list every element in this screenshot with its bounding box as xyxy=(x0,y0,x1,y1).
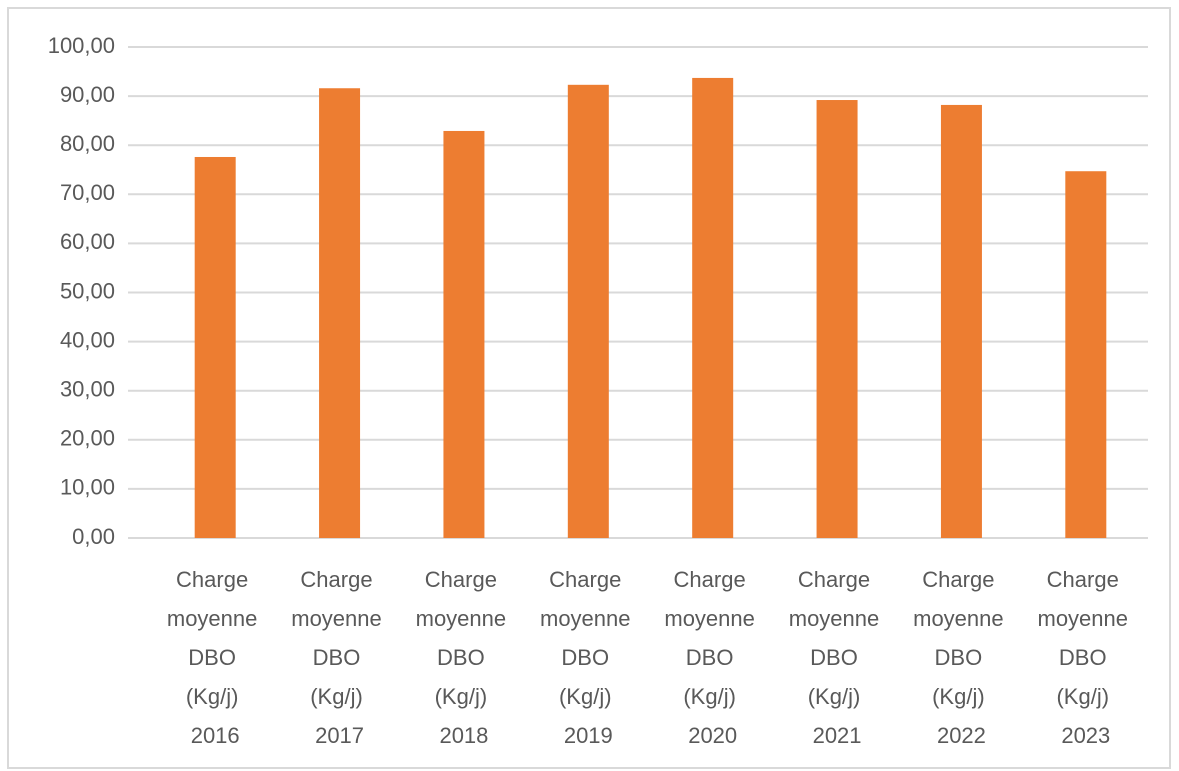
x-tick-label-line: moyenne xyxy=(913,606,1010,631)
x-tick-label-line: 2020 xyxy=(688,723,737,748)
x-tick-label-line: Charge xyxy=(1047,567,1125,592)
x-tick-label-line: (Kg/j) xyxy=(683,684,742,709)
y-tick-label: 80,00 xyxy=(60,131,115,156)
x-tick-label-line: 2016 xyxy=(191,723,240,748)
y-tick-label: 20,00 xyxy=(60,426,115,451)
bar xyxy=(567,84,609,538)
x-tick-label-line: DBO xyxy=(437,645,491,670)
x-tick-label: Charge moyenne DBO (Kg/j) 2016 xyxy=(167,567,264,748)
x-tick-label-line: moyenne xyxy=(1038,606,1135,631)
x-tick-label-line: 2017 xyxy=(315,723,364,748)
y-tick-label: 40,00 xyxy=(60,327,115,352)
x-tick-label-line: 2021 xyxy=(813,723,862,748)
x-tick-label-line: (Kg/j) xyxy=(310,684,369,709)
bar xyxy=(443,130,485,538)
x-tick-label-line: moyenne xyxy=(416,606,513,631)
x-tick-label: Charge moyenne DBO (Kg/j) 2020 xyxy=(664,567,761,748)
x-tick-label-line: DBO xyxy=(188,645,242,670)
x-tick-label-line: (Kg/j) xyxy=(932,684,991,709)
y-tick-label: 100,00 xyxy=(48,33,115,58)
x-tick-label-line: moyenne xyxy=(291,606,388,631)
x-tick-label-line: Charge xyxy=(425,567,503,592)
x-tick-label: Charge moyenne DBO (Kg/j) 2019 xyxy=(540,567,637,748)
x-tick-label-line: DBO xyxy=(935,645,989,670)
x-tick-label-line: DBO xyxy=(1059,645,1113,670)
x-tick-label: Charge moyenne DBO (Kg/j) 2022 xyxy=(913,567,1010,748)
x-tick-label-line: moyenne xyxy=(167,606,264,631)
x-tick-label-line: (Kg/j) xyxy=(435,684,494,709)
y-tick-label: 90,00 xyxy=(60,82,115,107)
x-tick-label-line: DBO xyxy=(561,645,615,670)
x-tick-label: Charge moyenne DBO (Kg/j) 2021 xyxy=(789,567,886,748)
y-tick-label: 70,00 xyxy=(60,180,115,205)
x-tick-label-line: (Kg/j) xyxy=(186,684,245,709)
x-tick-label-line: (Kg/j) xyxy=(808,684,867,709)
x-tick-label-line: Charge xyxy=(300,567,378,592)
x-tick-label-line: Charge xyxy=(674,567,752,592)
x-tick-label-line: 2018 xyxy=(439,723,488,748)
x-tick-label-line: Charge xyxy=(549,567,627,592)
x-tick-label-line: moyenne xyxy=(789,606,886,631)
x-tick-label-line: (Kg/j) xyxy=(559,684,618,709)
x-tick-label-line: Charge xyxy=(922,567,1000,592)
x-tick-label-line: moyenne xyxy=(540,606,637,631)
bar xyxy=(816,100,858,538)
x-tick-label-line: 2022 xyxy=(937,723,986,748)
x-tick-label: Charge moyenne DBO (Kg/j) 2018 xyxy=(416,567,513,748)
bar xyxy=(319,88,361,538)
x-tick-label-line: moyenne xyxy=(664,606,761,631)
y-tick-label: 30,00 xyxy=(60,377,115,402)
x-tick-label-line: Charge xyxy=(176,567,254,592)
x-tick-label-line: DBO xyxy=(686,645,740,670)
x-tick-label-line: (Kg/j) xyxy=(1056,684,1115,709)
bar xyxy=(1065,171,1107,538)
x-tick-label-line: DBO xyxy=(810,645,864,670)
x-tick-label: Charge moyenne DBO (Kg/j) 2017 xyxy=(291,567,388,748)
x-tick-label-line: Charge xyxy=(798,567,876,592)
bar xyxy=(194,156,236,538)
x-tick-label: Charge moyenne DBO (Kg/j) 2023 xyxy=(1038,567,1135,748)
x-tick-label-line: DBO xyxy=(313,645,367,670)
bar xyxy=(940,104,982,539)
y-tick-label: 0,00 xyxy=(72,524,115,549)
y-tick-label: 60,00 xyxy=(60,229,115,254)
bar xyxy=(692,77,734,539)
y-tick-label: 50,00 xyxy=(60,278,115,303)
x-tick-label-line: 2019 xyxy=(564,723,613,748)
x-tick-label-line: 2023 xyxy=(1061,723,1110,748)
y-tick-label: 10,00 xyxy=(60,475,115,500)
